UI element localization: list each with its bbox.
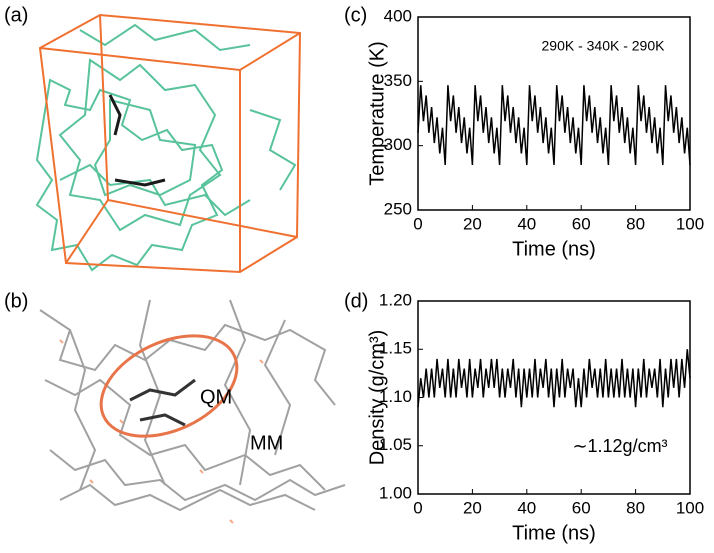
x-tick-label: 60 <box>572 498 591 517</box>
molecule-box-image <box>35 13 302 274</box>
x-tick-label: 60 <box>572 214 591 233</box>
x-tick-label: 100 <box>676 214 704 233</box>
data-line <box>417 349 691 408</box>
annotation: 290K - 340K - 290K <box>542 38 666 54</box>
qmmm-image <box>39 299 346 524</box>
panel-label: (c) <box>344 4 367 26</box>
mm-label: MM <box>250 432 283 454</box>
x-tick-label: 20 <box>463 214 482 233</box>
plot-frame <box>417 16 691 211</box>
x-tick-label: 40 <box>517 498 536 517</box>
y-tick-label: 1.00 <box>379 483 412 502</box>
x-tick-label: 40 <box>517 214 536 233</box>
x-axis-label: Time (ns) <box>512 522 596 544</box>
y-tick-label: 1.20 <box>379 290 412 309</box>
panel-label: (b) <box>4 290 28 312</box>
y-axis-label: Density (g/cm³) <box>366 330 388 466</box>
y-tick-label: 1.10 <box>379 387 412 406</box>
annotation: ∼1.12g/cm³ <box>572 436 667 456</box>
y-tick-label: 300 <box>384 135 412 154</box>
y-axis-label: Temperature (K) <box>366 41 388 186</box>
y-tick-label: 250 <box>384 199 412 218</box>
x-tick-label: 80 <box>626 214 645 233</box>
y-tick-label: 400 <box>384 6 412 25</box>
x-tick-label: 20 <box>463 498 482 517</box>
panel-label: (d) <box>344 290 368 312</box>
panel-label: (a) <box>4 4 28 26</box>
x-tick-label: 80 <box>626 498 645 517</box>
y-tick-label: 1.05 <box>379 435 412 454</box>
data-line <box>417 85 691 166</box>
x-tick-label: 100 <box>676 498 704 517</box>
y-tick-label: 350 <box>384 71 412 90</box>
x-axis-label: Time (ns) <box>512 238 596 260</box>
x-tick-label: 0 <box>413 214 422 233</box>
qm-label: QM <box>200 386 232 408</box>
x-tick-label: 0 <box>413 498 422 517</box>
y-tick-label: 1.15 <box>379 339 412 358</box>
